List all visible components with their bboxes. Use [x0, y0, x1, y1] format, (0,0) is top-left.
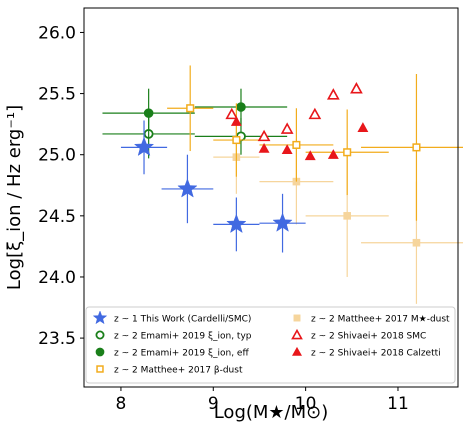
x-tick-label: 9	[208, 394, 219, 414]
y-tick-label: 24.0	[38, 268, 76, 288]
legend-entry: z ~ 2 Shivaei+ 2018 Calzetti	[292, 346, 441, 359]
data-point	[281, 144, 293, 154]
legend-label: z ~ 2 Emami+ 2019 ξ_ion, eff	[114, 349, 249, 359]
circle-open-icon	[95, 330, 105, 340]
legend-label: z ~ 2 Matthee+ 2017 β-dust	[114, 366, 243, 376]
legend-label: z ~ 2 Emami+ 2019 ξ_ion, typ	[114, 332, 252, 342]
data-point	[412, 143, 421, 152]
data-point	[230, 116, 242, 126]
data-point	[350, 82, 363, 94]
legend-box	[85, 306, 456, 384]
data-point	[308, 107, 322, 120]
series-2	[102, 88, 288, 138]
legend-entry: z ~ 2 Shivaei+ 2018 SMC	[291, 328, 426, 342]
y-tick-label: 25.0	[38, 146, 76, 166]
square-open-icon	[96, 365, 104, 373]
x-axis-label: Log(M★/M⊙)	[214, 402, 329, 423]
data-point	[343, 148, 352, 157]
legend-label: z ~ 2 Shivaei+ 2018 SMC	[311, 332, 426, 342]
data-point	[236, 102, 246, 112]
data-point	[357, 122, 369, 132]
series-4	[213, 120, 463, 304]
y-tick-label: 25.5	[38, 85, 76, 105]
series-5	[225, 82, 363, 142]
data-point	[304, 150, 316, 161]
data-point	[327, 149, 339, 159]
x-tick-label: 8	[116, 394, 127, 414]
legend: z ~ 1 This Work (Cardelli/SMC) z ~ 2 Matt…	[85, 306, 456, 384]
legend-label: z ~ 2 Shivaei+ 2018 Calzetti	[311, 349, 441, 359]
x-tick-label: 11	[387, 394, 409, 414]
axes: 8 9 10 11 23.5 24.0 24.5 25.0 25.5 26.0 Log(M★/M⊙)…	[4, 7, 459, 423]
legend-entry: z ~ 2 Matthee+ 2017 M★-dust	[293, 314, 450, 325]
legend-label: z ~ 2 Matthee+ 2017 M★-dust	[311, 315, 450, 325]
data-point	[292, 140, 301, 149]
triangle-filled-icon	[292, 346, 302, 356]
data-point	[177, 178, 198, 198]
data-point	[186, 104, 195, 113]
square-filled-light-icon	[293, 314, 301, 322]
data-point	[412, 238, 421, 247]
data-point	[226, 213, 247, 234]
data-point	[272, 212, 293, 232]
legend-label: z ~ 1 This Work (Cardelli/SMC)	[114, 315, 251, 325]
plot-frame	[83, 7, 459, 388]
y-tick-label: 24.5	[38, 207, 76, 227]
data-point	[133, 136, 155, 157]
data-point	[326, 88, 340, 100]
data-point	[343, 212, 351, 220]
triangle-open-icon	[291, 328, 303, 340]
legend-entry: z ~ 2 Matthee+ 2017 β-dust	[96, 365, 243, 376]
data-point	[258, 142, 270, 153]
legend-entry: z ~ 2 Emami+ 2019 ξ_ion, eff	[95, 347, 249, 359]
y-tick-label: 23.5	[38, 329, 76, 349]
data-point	[232, 135, 241, 145]
circle-filled-icon	[95, 347, 105, 357]
series-1	[102, 109, 288, 159]
data-point	[280, 122, 294, 134]
data-point	[143, 108, 154, 118]
legend-entry: z ~ 1 This Work (Cardelli/SMC)	[92, 310, 251, 325]
data-point	[225, 107, 239, 120]
data-point	[257, 129, 271, 142]
y-tick-label: 26.0	[38, 23, 76, 43]
x-tick-label: 10	[295, 394, 317, 414]
star-icon	[92, 310, 108, 325]
legend-entry: z ~ 2 Emami+ 2019 ξ_ion, typ	[95, 330, 252, 342]
series-6	[230, 116, 369, 161]
series-0	[120, 120, 306, 253]
series-3	[167, 65, 463, 221]
plot-area	[102, 65, 463, 304]
y-axis-label: Log[ξ_ion / Hz erg⁻¹]	[4, 105, 25, 290]
